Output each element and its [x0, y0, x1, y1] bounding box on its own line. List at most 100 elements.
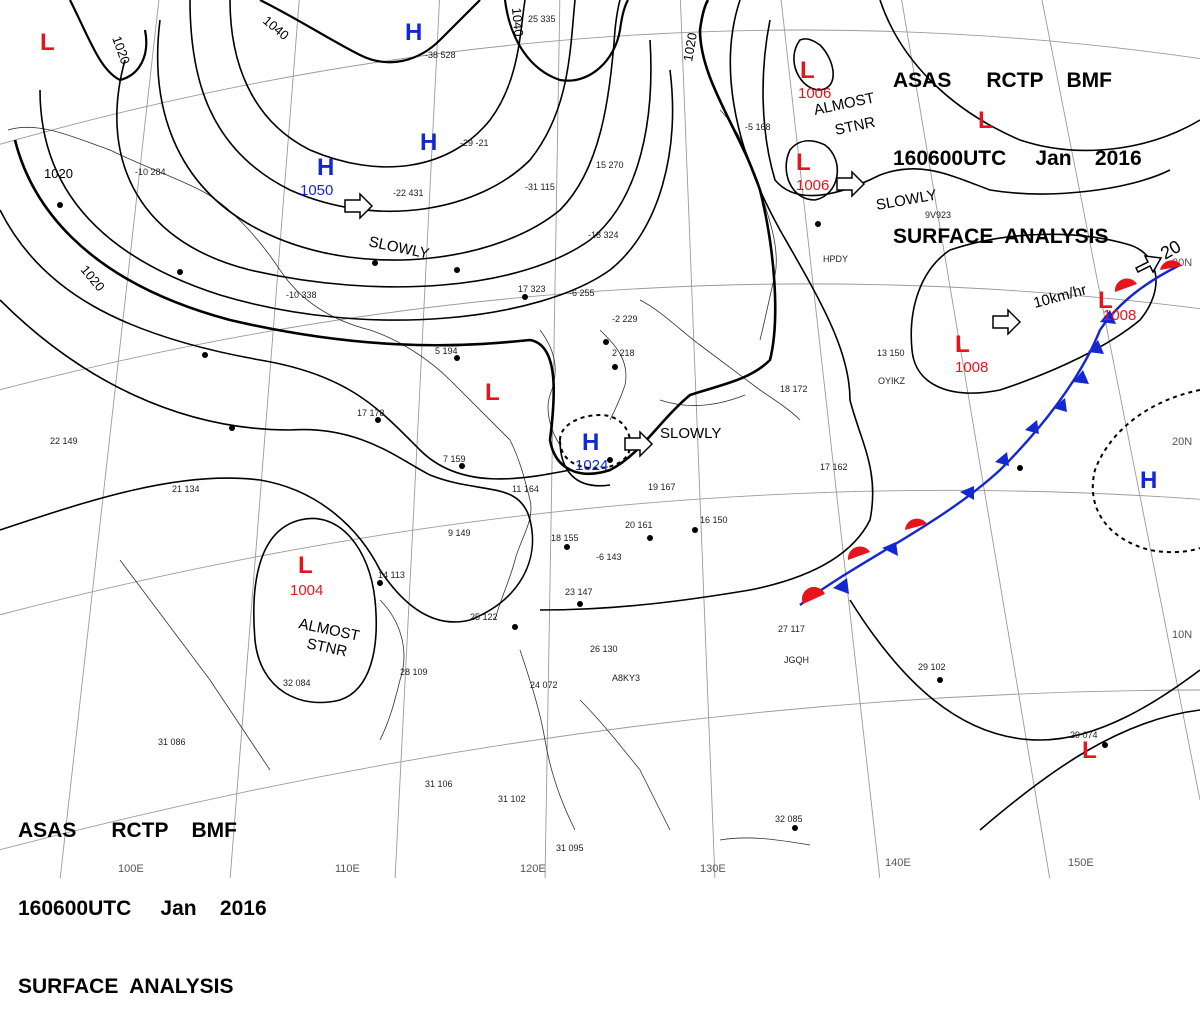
station-id: 9V923	[925, 210, 951, 220]
low-pressure-value: 1006	[796, 177, 829, 194]
station-obs: 32 085	[775, 814, 803, 824]
pressure-systems: L H H H 1050 L 1006 L 1006 L L H 1024 L …	[40, 19, 1157, 764]
lon-label-100e: 100E	[118, 863, 144, 875]
isobars	[0, 0, 1200, 831]
low-pressure-symbol: L	[1098, 287, 1113, 314]
header-line-3: SURFACE ANALYSIS	[18, 975, 234, 998]
station-obs: 17 323	[518, 284, 546, 294]
high-pressure-value: 1024	[575, 457, 608, 474]
station-obs: -31 115	[525, 182, 555, 192]
high-pressure-symbol: H	[405, 19, 422, 46]
station-obs: 22 149	[50, 436, 78, 446]
header-line-3: SURFACE ANALYSIS	[893, 225, 1109, 248]
isobar-label: 1020	[44, 166, 73, 181]
station-obs: 18 172	[780, 384, 808, 394]
station-obs: -18 324	[588, 230, 619, 240]
isobar-label: 1020	[680, 31, 700, 62]
station-obs: -38 528	[425, 50, 456, 60]
station-obs: 14 113	[378, 570, 405, 580]
motion-arrow	[1134, 255, 1163, 274]
low-pressure-symbol: L	[1082, 737, 1097, 764]
station-markers	[57, 202, 1108, 831]
station-id: HPDY	[823, 254, 848, 264]
chart-header-bottom: ASAS RCTP BMF 160600UTC Jan 2016 SURFACE…	[18, 766, 267, 1026]
station-obs: -10 284	[135, 167, 166, 177]
station-obs: 15 270	[596, 160, 624, 170]
station-obs: 17 178	[357, 408, 385, 418]
station-obs: 26 130	[590, 644, 618, 654]
station-obs: 29 102	[918, 662, 946, 672]
low-pressure-symbol: L	[800, 57, 815, 84]
station-obs: 24 072	[530, 680, 558, 690]
chart-header-top: ASAS RCTP BMF 160600UTC Jan 2016 SURFACE…	[893, 16, 1142, 276]
station-observations: -38 528 -29 -21 -22 431 -10 338 15 270 1…	[50, 14, 1098, 853]
lon-label-120e: 120E	[520, 863, 546, 875]
station-obs: 31 086	[158, 737, 186, 747]
station-id: OYIKZ	[878, 376, 906, 386]
station-obs: 27 117	[778, 624, 805, 634]
graticule	[0, 0, 1200, 878]
motion-arrow	[836, 170, 866, 198]
station-obs: 31 106	[425, 779, 453, 789]
station-obs: 29 074	[1070, 730, 1098, 740]
high-pressure-symbol: H	[420, 129, 437, 156]
warm-front-symbols	[801, 260, 1182, 604]
stationary-label-line2: STNR	[833, 114, 877, 139]
station-obs: 23 147	[565, 587, 593, 597]
high-pressure-value: 1050	[300, 182, 333, 199]
motion-arrow	[344, 192, 374, 220]
station-obs: 13 150	[877, 348, 905, 358]
station-obs: 32 084	[283, 678, 311, 688]
frontal-system	[799, 260, 1182, 606]
lon-label-140e: 140E	[885, 857, 911, 869]
lon-label-110e: 110E	[335, 863, 360, 875]
surface-analysis-map: 100E 110E 120E 130E 140E 150E 30N 20N 10…	[0, 0, 1200, 878]
station-id: A8KY3	[612, 673, 640, 683]
station-obs: 20 161	[625, 520, 653, 530]
lon-label-150e: 150E	[1068, 857, 1094, 869]
station-obs: 2 218	[612, 348, 635, 358]
motion-arrow	[992, 308, 1022, 336]
low-pressure-value: 1008	[1103, 307, 1136, 324]
station-obs: -10 338	[286, 290, 317, 300]
header-line-1: ASAS RCTP BMF	[18, 819, 237, 842]
station-obs: 28 109	[400, 667, 428, 677]
station-obs: 31 102	[498, 794, 526, 804]
low-pressure-value: 1004	[290, 582, 323, 599]
header-line-2: 160600UTC Jan 2016	[893, 147, 1142, 170]
isobar-label: 1040	[260, 13, 292, 43]
motion-arrow	[624, 430, 654, 458]
station-obs: 16 150	[700, 515, 728, 525]
station-obs: -2 229	[612, 314, 638, 324]
low-pressure-symbol: L	[40, 29, 55, 56]
motion-label: SLOWLY	[367, 233, 431, 262]
station-obs: 18 155	[551, 533, 579, 543]
motion-arrows	[344, 170, 1163, 458]
low-pressure-symbol: L	[298, 552, 313, 579]
station-obs: -6 255	[569, 288, 595, 298]
isobar-label: 1040	[509, 7, 526, 37]
high-pressure-symbol: H	[582, 429, 599, 456]
station-obs: 17 162	[820, 462, 848, 472]
station-obs: -22 431	[393, 188, 424, 198]
low-pressure-symbol: L	[796, 149, 811, 176]
station-obs: -29 -21	[460, 138, 489, 148]
coastlines	[7, 109, 811, 846]
lat-label-10n: 10N	[1172, 629, 1192, 641]
station-obs: 11 164	[512, 484, 539, 494]
station-obs: -6 143	[596, 552, 622, 562]
station-obs: -5 168	[745, 122, 771, 132]
station-obs: 25 122	[470, 612, 498, 622]
lat-label-20n: 20N	[1172, 436, 1192, 448]
low-pressure-value: 1008	[955, 359, 988, 376]
station-obs: 21 134	[172, 484, 200, 494]
isobar-label: 1020	[78, 262, 108, 294]
station-ids: HPDY OYIKZ JGQH A8KY3 9V923	[612, 210, 951, 683]
station-obs: 7 159	[443, 454, 466, 464]
grid-labels: 100E 110E 120E 130E 140E 150E 30N 20N 10…	[118, 257, 1192, 875]
low-pressure-symbol: L	[978, 107, 993, 134]
low-pressure-symbol: L	[955, 331, 970, 358]
station-obs: 31 095	[556, 843, 584, 853]
station-obs: 25 335	[528, 14, 556, 24]
isobar-label: 1020	[109, 34, 133, 66]
